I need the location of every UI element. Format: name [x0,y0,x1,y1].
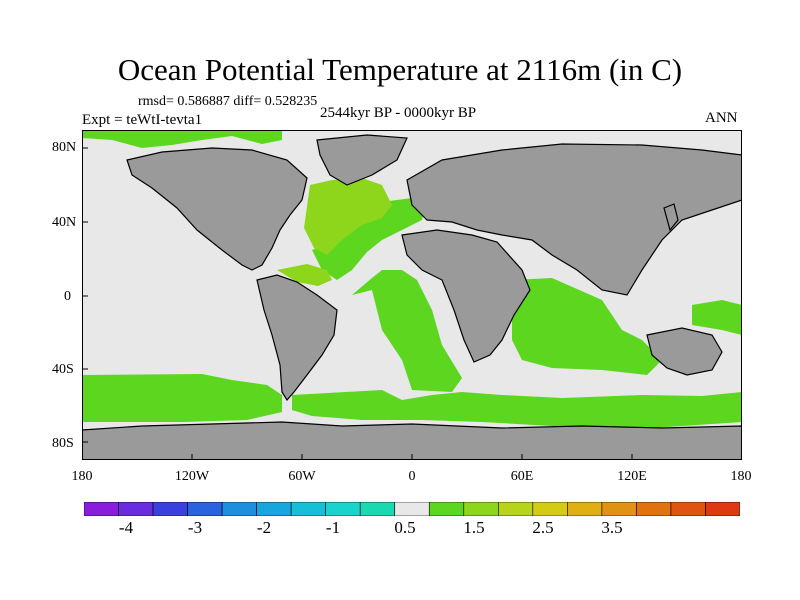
eurasia [406,143,742,296]
colorbar-swatch [118,502,154,516]
colorbar-label: -1 [325,518,341,537]
colorbar-label: -2 [256,518,272,537]
colorbar-swatch [325,502,361,516]
colorbar-swatch [290,502,326,516]
colorbar-swatch [394,502,430,516]
lon-label: 120W [174,469,210,484]
warm-anomaly-region [277,178,392,286]
greenland [316,134,408,186]
lat-label: 40S [52,362,74,377]
colorbar-swatch [705,502,740,516]
lon-label: 60W [288,469,316,484]
land-masses [82,134,742,460]
colorbar-swatch [152,502,188,516]
south-america [256,274,338,402]
lon-label: 180 [730,469,752,484]
colorbar-swatch [567,502,603,516]
experiment-text: Expt = teWtI-tevta1 [82,112,203,128]
colorbar-swatch [463,502,499,516]
africa [401,229,531,363]
colorbar [84,502,740,516]
map-title: Ocean Potential Temperature at 2116m (in… [117,52,683,87]
colorbar-label: 0.5 [394,518,416,537]
australia [646,327,723,376]
colorbar-swatch [256,502,292,516]
japan [663,203,679,232]
colorbar-label: 2.5 [532,518,554,537]
colorbar-swatch [498,502,534,516]
lon-label: 0 [408,469,416,484]
north-america [126,147,308,271]
lon-label: 120E [617,469,647,484]
colorbar-label: 3.5 [601,518,623,537]
colorbar-swatch [636,502,672,516]
lat-label: 40N [52,215,77,230]
antarctica [82,421,742,460]
colorbar-swatch [670,502,706,516]
colorbar-swatch [221,502,257,516]
colorbar-swatch [428,502,465,516]
lon-label: 180 [71,469,93,484]
stats-text: rmsd= 0.586887 diff= 0.528235 [138,94,318,109]
lon-label: 60E [510,469,534,484]
colorbar-label: 1.5 [463,518,485,537]
lat-label: 80S [52,436,74,451]
map-ticks [82,147,633,460]
colorbar-swatch [359,502,396,516]
lat-label: 80N [52,140,77,155]
colorbar-swatch [601,502,637,516]
colorbar-swatch [187,502,223,516]
positive-anomaly-regions [82,130,742,430]
colorbar-swatch [84,502,119,516]
lat-label: 0 [64,289,71,304]
period-text: 2544kyr BP - 0000kyr BP [320,105,477,121]
colorbar-label: -4 [118,518,134,537]
season-text: ANN [705,110,738,126]
world-map [82,130,742,460]
colorbar-swatch [532,502,568,516]
colorbar-label: -3 [187,518,203,537]
